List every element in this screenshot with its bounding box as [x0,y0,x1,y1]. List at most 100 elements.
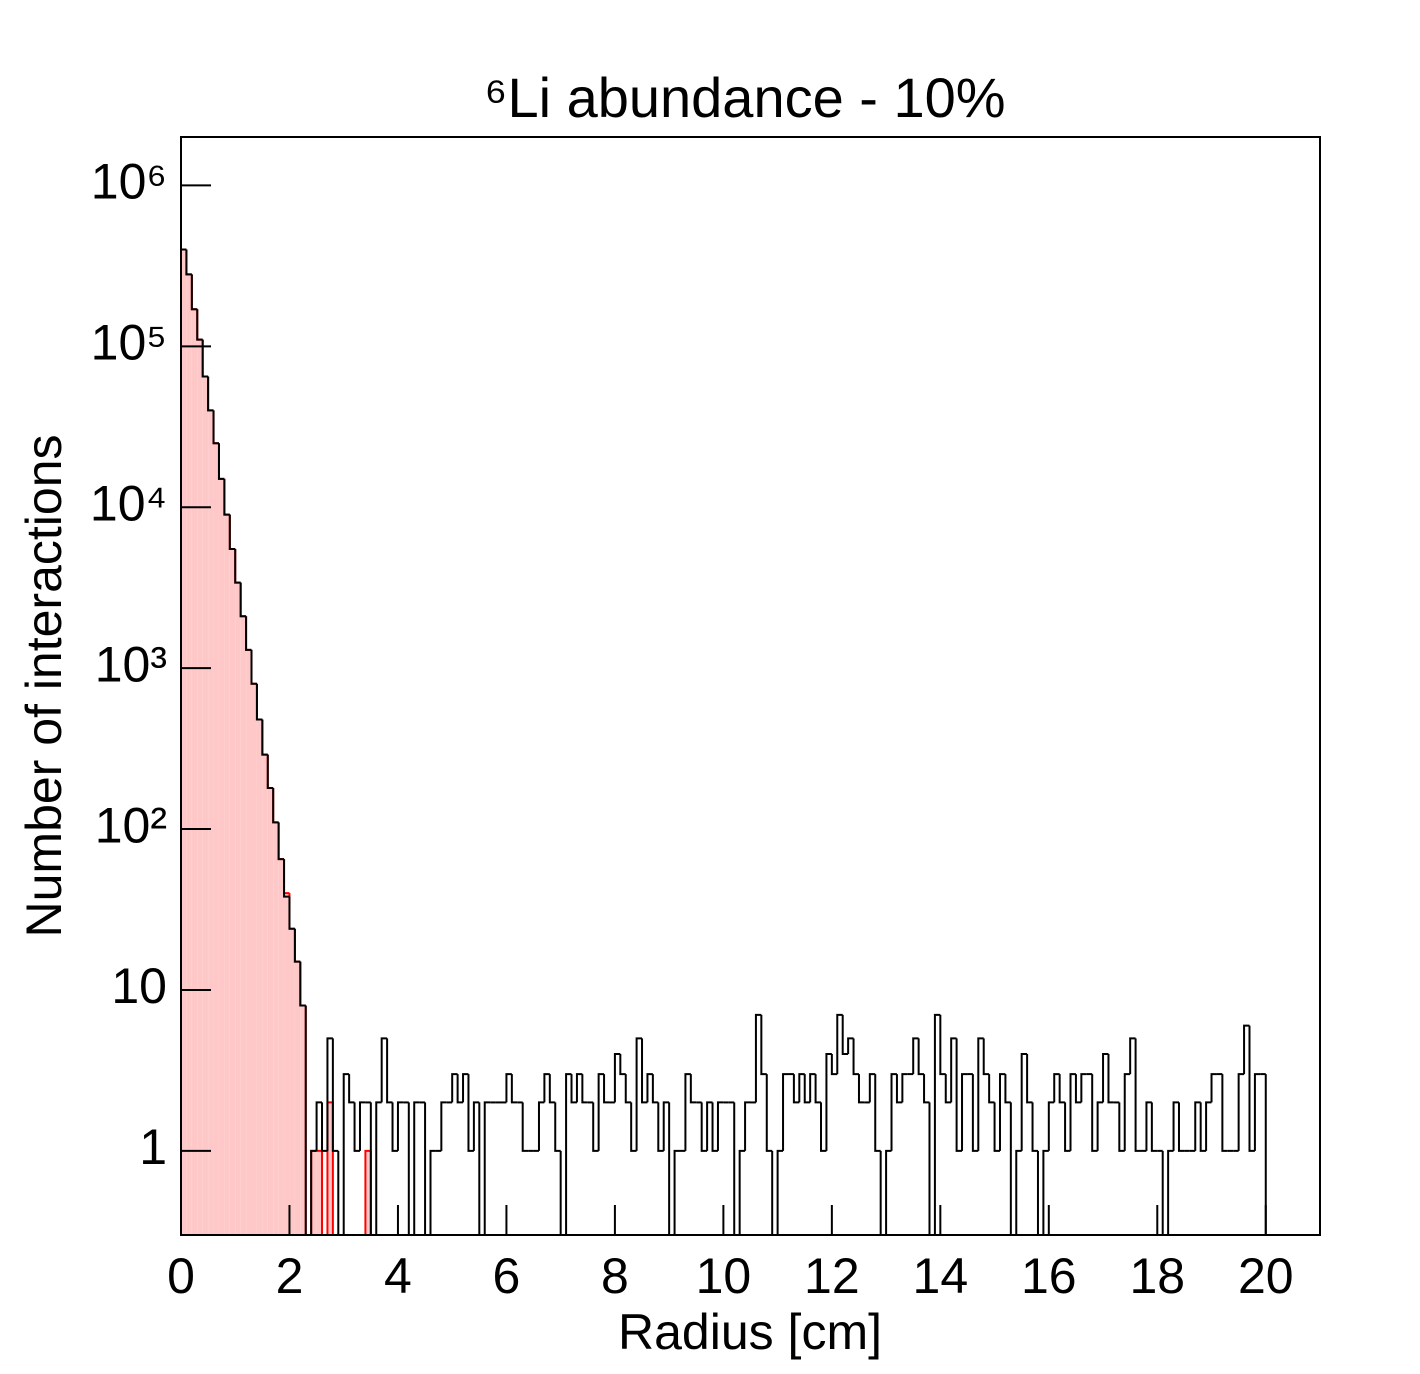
bin-fill [294,961,301,1235]
bin-step [668,1102,675,1235]
y-tick-label: 10⁶ [91,154,167,210]
bin-step [998,1073,1006,1151]
bin-step [1264,1074,1272,1235]
bin-step [1134,1038,1142,1152]
bin-step [689,1074,697,1104]
bin-step [559,1150,567,1235]
bin-step [1177,1102,1185,1152]
bin-step [988,1074,995,1104]
bin-step [874,1074,881,1152]
bin-step [217,443,225,480]
bin-step [912,1037,919,1075]
bin-step [792,1074,800,1104]
bin-step [353,1102,360,1152]
bin-step [630,1102,637,1152]
bin-step [212,410,219,445]
bin-step [1172,1101,1179,1151]
bin-step [478,1102,485,1235]
bin-step [1243,1024,1250,1075]
bin-step [321,1102,328,1152]
bin-step [782,1073,789,1151]
bin-step [836,1013,843,1075]
bin-fill [267,787,274,1235]
bin-step [201,339,209,378]
bin-step [375,1101,382,1235]
bin-fill [218,478,225,1235]
bin-step [326,1037,333,1151]
bin-step [348,1074,355,1104]
bin-step [462,1073,469,1103]
bin-step [760,1014,767,1076]
x-tick-label: 16 [1021,1248,1077,1304]
bin-step [342,1073,350,1235]
plot-frame [180,136,1321,1236]
bin-step [1123,1073,1131,1151]
bin-step [1020,1052,1028,1151]
bin-step [771,1150,778,1235]
bin-step [603,1074,610,1104]
bin-step [814,1074,822,1104]
y-tick-label: 10 [111,958,167,1014]
bin-step [554,1102,561,1152]
bin-fill [289,928,295,1235]
bin-step [939,1014,946,1076]
bin-fill [246,649,252,1235]
bin-step [1015,1149,1022,1235]
bin-step [472,1101,480,1151]
bin-step [1194,1101,1201,1151]
bin-step [310,1149,317,1235]
bin-step [1042,1149,1049,1235]
bin-step [1058,1074,1066,1104]
bin-step [396,1101,404,1151]
bin-step [684,1073,691,1151]
bin-step [483,1101,491,1235]
x-tick-label: 14 [913,1248,969,1304]
bin-step [565,1073,572,1235]
bin-step [765,1074,773,1152]
bin-step [456,1074,464,1104]
bin-step [548,1074,556,1104]
bin-step [825,1052,832,1151]
bin-step [673,1149,680,1235]
bin-step [1069,1073,1076,1151]
bin-step [570,1074,577,1104]
bin-step [754,1013,762,1103]
bin-fill [327,1102,333,1235]
bin-step [304,1005,312,1235]
bin-step [738,1149,746,1235]
bin-step [1129,1037,1136,1075]
bin-fill [213,443,219,1235]
bin-step [581,1074,588,1104]
bin-step [510,1074,518,1104]
bin-step [1031,1102,1038,1152]
bin-step [358,1101,366,1151]
bin-step [971,1074,979,1152]
y-axis-title: Number of interactions [16,434,72,937]
bin-step [413,1101,420,1235]
x-axis-title: Radius [cm] [618,1304,882,1360]
bin-fill [262,754,268,1235]
y-tick-label: 10² [95,797,167,853]
bin-step [1004,1074,1011,1104]
bin-step [993,1102,1000,1152]
y-tick-label: 1 [139,1119,167,1175]
bin-step [1064,1102,1071,1152]
x-tick-label: 0 [167,1248,195,1304]
bin-step [646,1073,653,1103]
bin-step [879,1150,887,1235]
bin-step [293,928,301,963]
bin-step [1118,1102,1125,1152]
bin-step [228,514,236,551]
bin-step [315,1101,323,1151]
bin-step [1199,1102,1207,1152]
bin-step [830,1053,838,1076]
bin-step [537,1101,545,1151]
bin-step [451,1073,458,1103]
bin-step [239,582,247,618]
bin-step [1253,1073,1261,1151]
bin-step [299,961,306,1007]
bin-step [1053,1073,1060,1103]
bin-fill [186,274,192,1235]
bin-step [440,1101,447,1151]
bin-step [624,1074,632,1104]
